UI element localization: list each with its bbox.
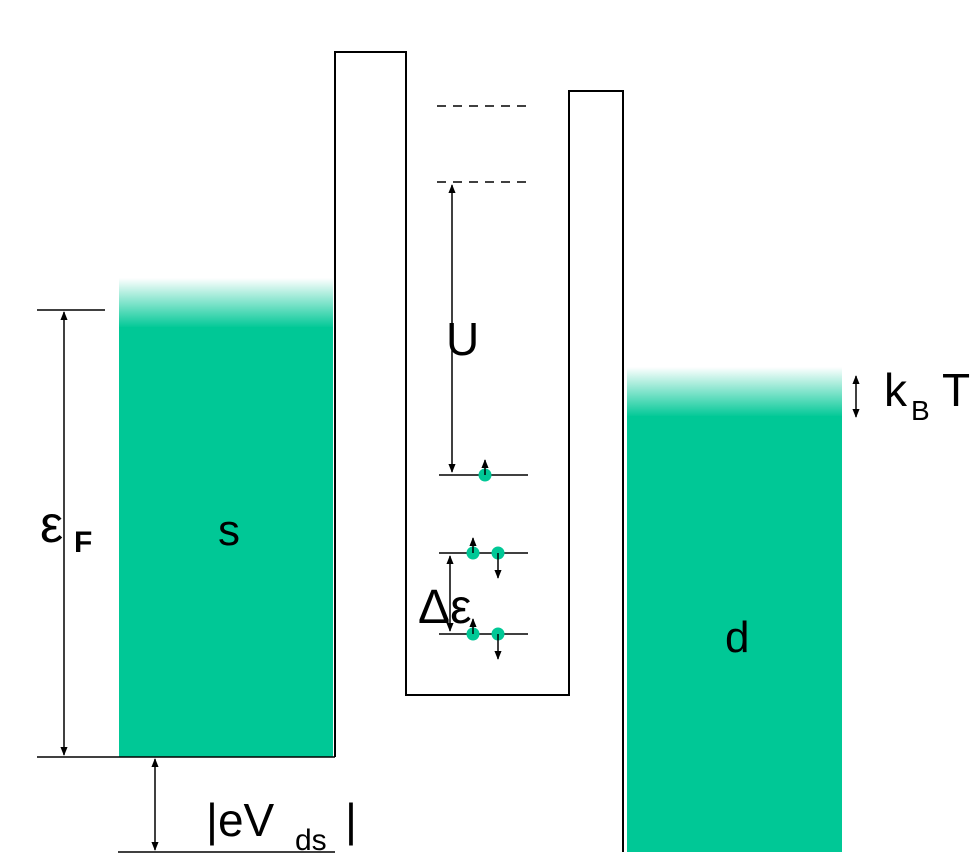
- bias-label: |eV ds |: [206, 794, 357, 857]
- bias-subscript: ds: [295, 824, 327, 857]
- electron-spin-up-level-1: [478, 459, 492, 482]
- electron-spin-down-level-3: [491, 627, 505, 660]
- electron-spin-down-level-2: [491, 546, 505, 579]
- fermi-subscript: F: [74, 526, 92, 559]
- drain-reservoir: [627, 367, 842, 852]
- bias-main: |eV: [206, 794, 275, 846]
- charging-energy-label: U: [446, 313, 479, 365]
- thermal-energy-label: k B T: [884, 364, 970, 426]
- bias-close: |: [345, 794, 357, 846]
- fermi-symbol: ε: [40, 496, 63, 554]
- thermal-T: T: [942, 364, 970, 416]
- source-label: s: [218, 506, 240, 555]
- source-reservoir: [119, 278, 333, 757]
- electron-spin-up-level-3: [466, 618, 480, 641]
- thermal-k: k: [884, 364, 908, 416]
- barrier-and-well-outline: [334, 51, 624, 852]
- drain-label: d: [725, 613, 749, 662]
- thermal-subscript: B: [911, 395, 930, 426]
- level-spacing-label: Δε: [418, 581, 471, 634]
- fermi-energy-label: ε F: [40, 496, 92, 559]
- electron-spin-up-level-2: [466, 537, 480, 560]
